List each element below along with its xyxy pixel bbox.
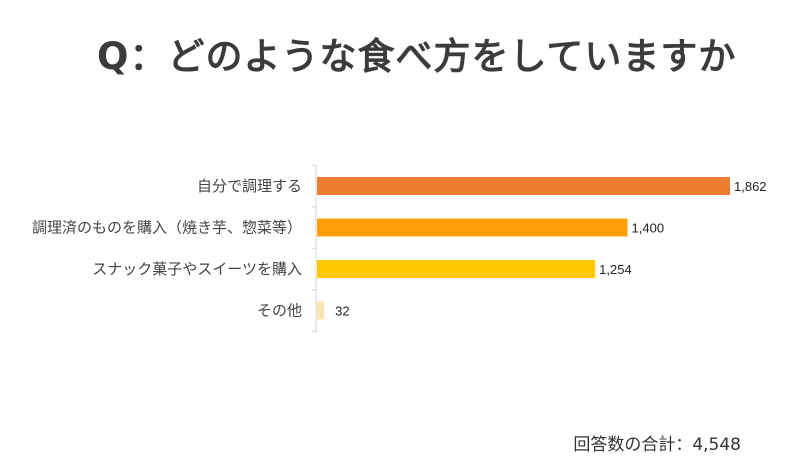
bar-2: [317, 218, 628, 237]
value-label: 1,862: [734, 179, 767, 194]
bars: [317, 177, 730, 320]
category-label: 自分で調理する: [197, 177, 302, 195]
value-labels: 1,862 1,400 1,254 32: [335, 179, 766, 319]
bar-1: [317, 177, 730, 195]
total-responses: 回答数の合計：4,548: [573, 435, 741, 455]
bar-4: [317, 301, 325, 320]
chart-title: Q：どのような食べ方をしていますか: [97, 35, 737, 78]
value-label: 1,400: [632, 221, 665, 236]
value-label: 32: [335, 304, 349, 319]
value-label: 1,254: [599, 262, 632, 277]
category-label: スナック菓子やスイーツを購入: [92, 260, 302, 278]
bar-3: [317, 260, 596, 278]
category-label: その他: [257, 302, 302, 320]
category-label: 調理済のものを購入（焼き芋、惣菜等）: [32, 219, 302, 237]
axis-ticks: [312, 164, 316, 332]
